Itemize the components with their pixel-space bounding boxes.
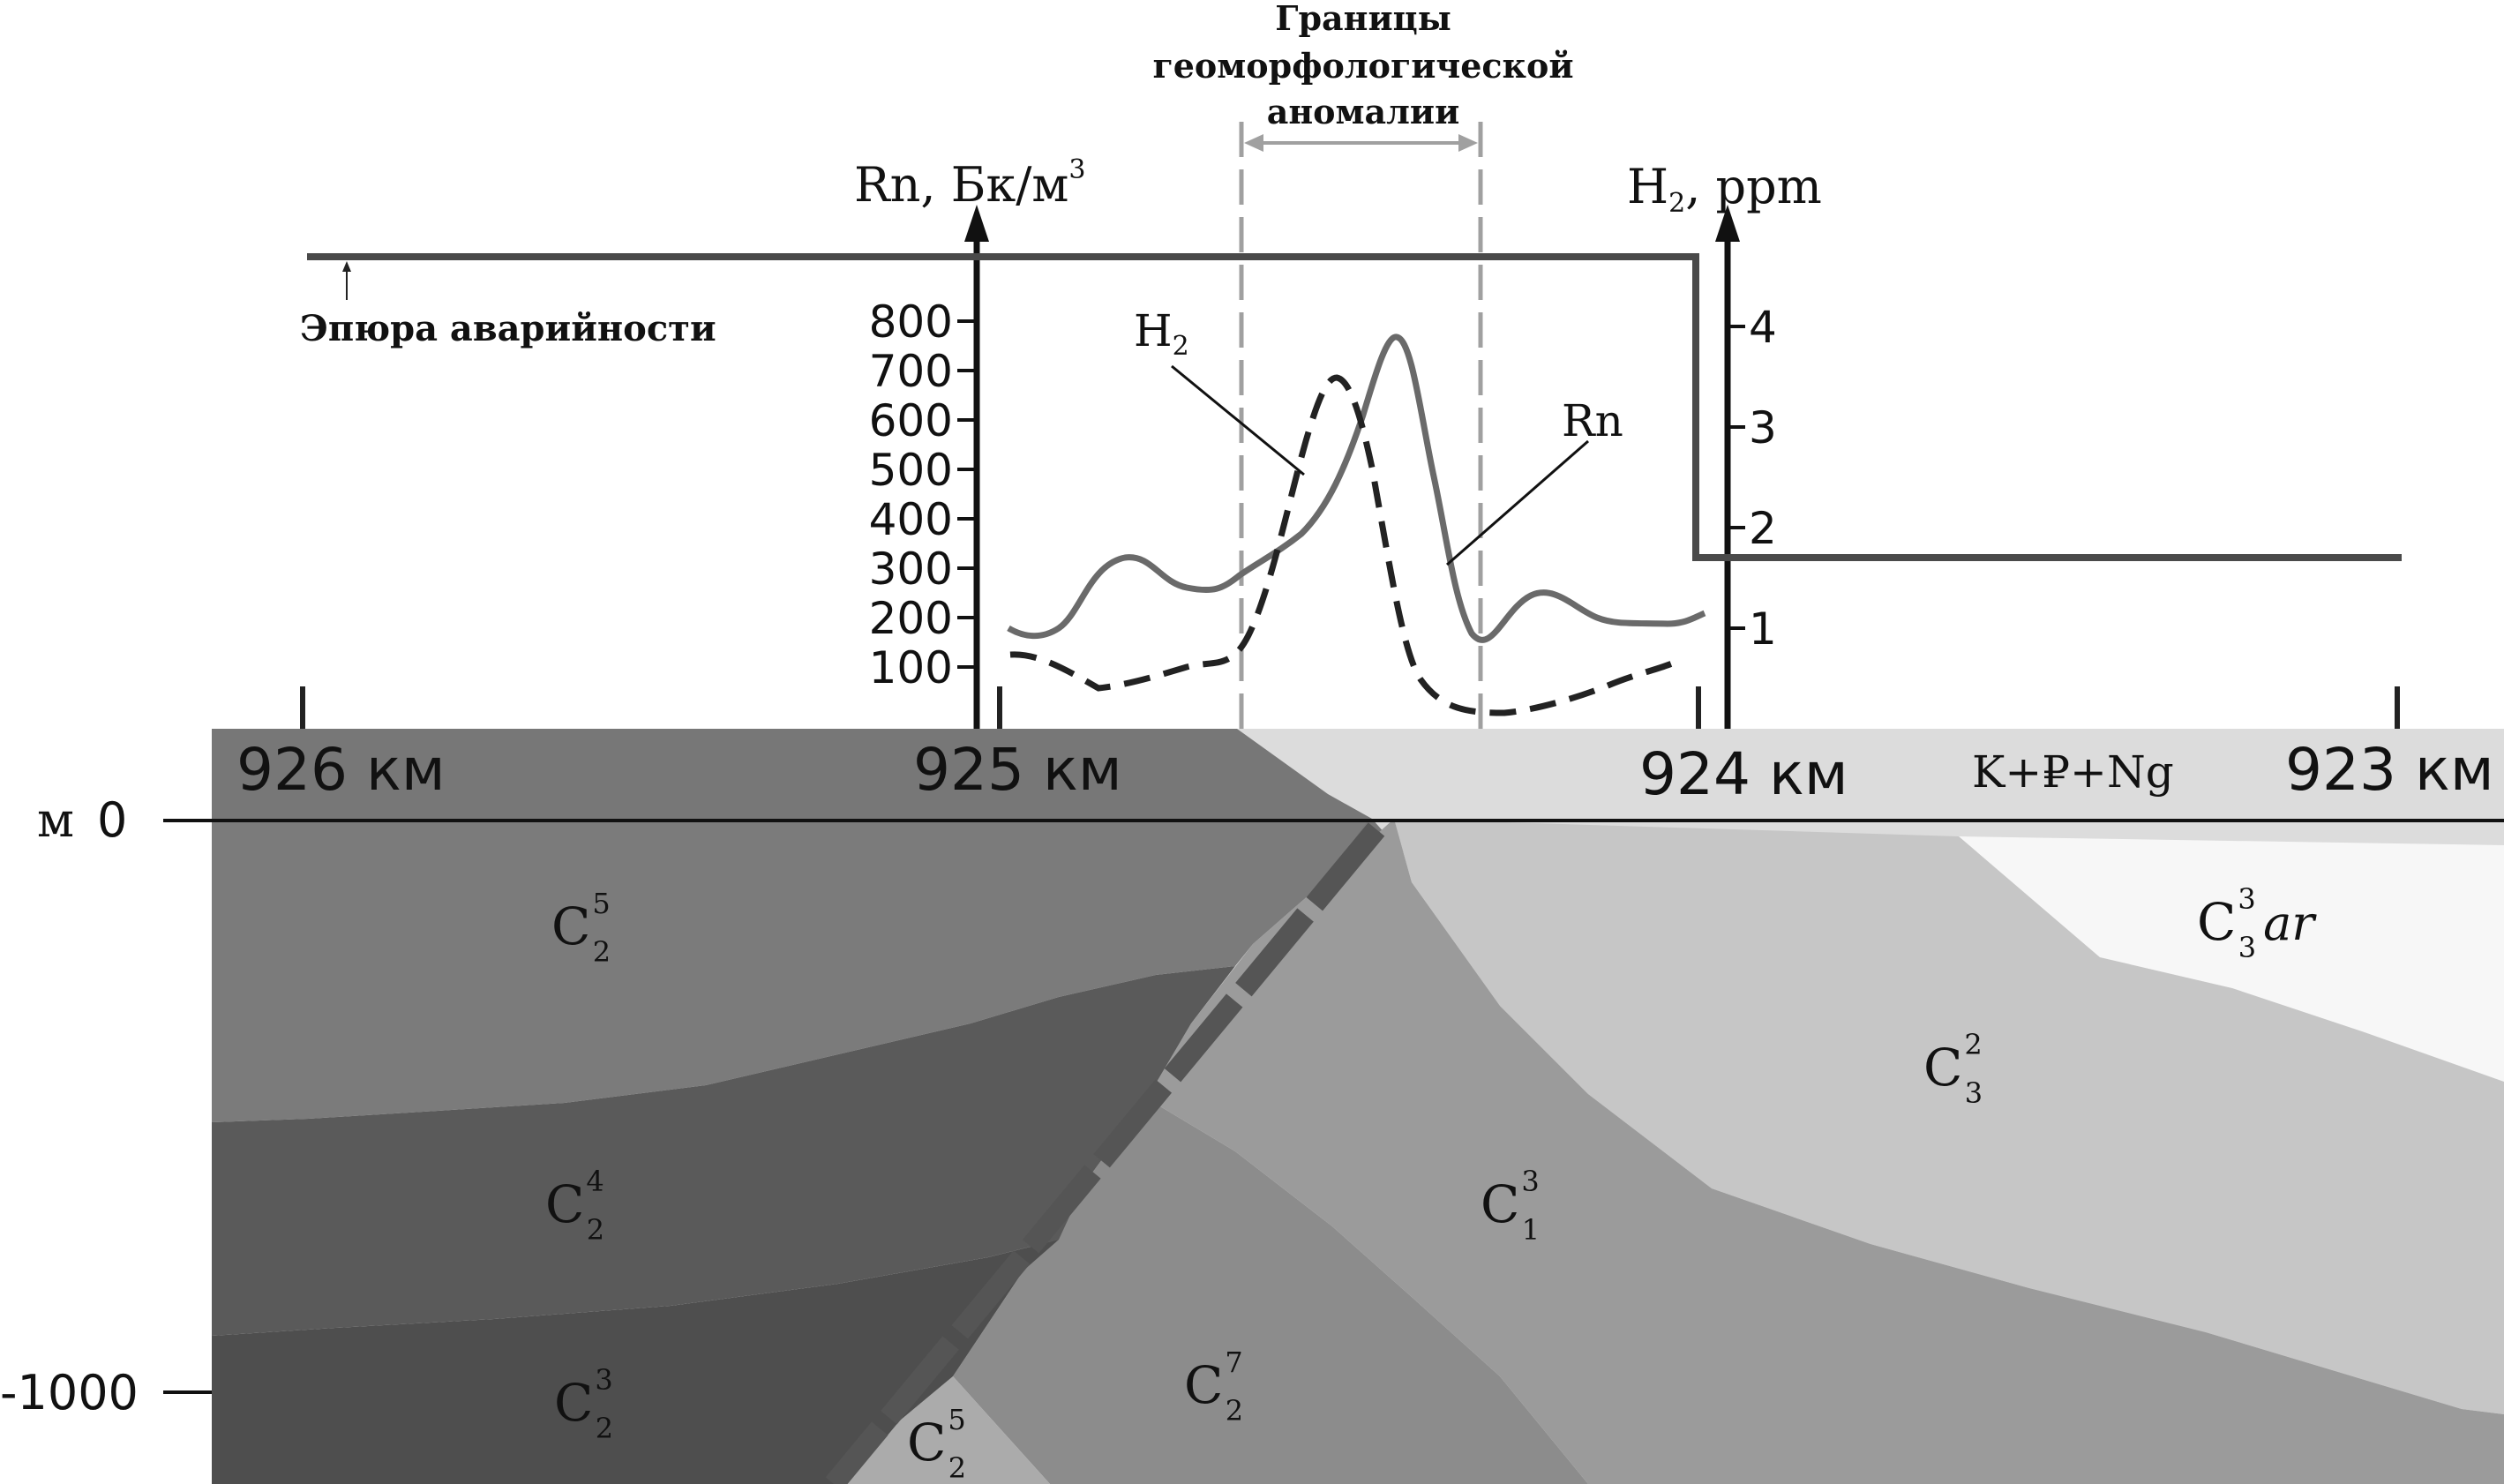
layer-c23: [212, 1240, 1059, 1484]
km-label-923: 923 км: [2285, 736, 2494, 804]
formation-labels: C5 2 C4 2 C3 2 C5 2 C7 2 C3 1 C2 3 C3 3 ar: [545, 882, 2317, 1484]
layer-c25-upper: [212, 821, 1368, 1122]
h2-axis-arrow: [1715, 205, 1740, 242]
anomaly-arrowhead-right: [1458, 134, 1478, 152]
anomaly-title-line2: геоморфологической: [1152, 46, 1573, 86]
km-label-925: 925 км: [913, 736, 1122, 804]
h2-axis-ticks: [1728, 325, 1745, 630]
accident-pointer-arrow: [342, 261, 351, 272]
rn-tick-500: 500: [869, 445, 953, 496]
formation-label-c32: C2 3: [1923, 1028, 1983, 1110]
h2-curve-label: H2: [1134, 305, 1189, 362]
rn-tick-200: 200: [869, 593, 953, 644]
rn-axis-label: Rn, Бк/м3: [854, 154, 1086, 213]
accident-rate-line: [307, 253, 2402, 561]
layer-c32: [1394, 819, 2504, 1414]
depth-unit-label: м: [37, 792, 74, 848]
formation-label-c33ar: C3 3 ar: [2197, 882, 2317, 964]
h2-axis-label: H2, ppm: [1627, 159, 1822, 219]
rn-label-pointer: [1446, 439, 1589, 566]
rn-tick-labels: 800 700 600 500 400 300 200 100: [869, 296, 953, 693]
layer-c27: [953, 1098, 1588, 1484]
km-label-924: 924 км: [1639, 740, 1848, 808]
h2-curve: [1009, 374, 1674, 716]
h2-tick-1: 1: [1749, 603, 1777, 655]
formation-label-c23: C3 2: [554, 1363, 613, 1445]
rn-tick-700: 700: [869, 346, 953, 397]
h2-label-pointer: [1171, 364, 1305, 476]
rn-curve: [1007, 334, 1706, 643]
geologic-section: [212, 729, 2504, 1484]
h2-tick-3: 3: [1749, 402, 1777, 453]
fault-line: [825, 822, 1385, 1484]
depth-minus1000-label: -1000: [0, 1365, 139, 1420]
anomaly-title-line3: аномалии: [1267, 92, 1460, 131]
layer-c13: [1147, 819, 2504, 1484]
h2-tick-4: 4: [1749, 302, 1777, 353]
anomaly-arrowhead-left: [1244, 134, 1263, 152]
layer-c33ar: [1959, 836, 2504, 1082]
formation-label-c25-upper: C5 2: [551, 887, 611, 969]
cover-label: K+₽+Ng: [1972, 746, 2174, 798]
h2-tick-2: 2: [1749, 503, 1777, 554]
km-label-926: 926 км: [236, 736, 446, 804]
axes: [163, 205, 2504, 1394]
rn-curve-label: Rn: [1562, 395, 1623, 446]
h2-tick-labels: 4 3 2 1: [1749, 302, 1777, 655]
rn-tick-400: 400: [869, 494, 953, 545]
layer-c25-lower: [847, 1376, 1050, 1484]
rn-tick-100: 100: [869, 642, 953, 693]
depth-zero-label: 0: [97, 792, 127, 848]
formation-label-c24: C4 2: [545, 1165, 604, 1247]
formation-label-c13: C3 1: [1481, 1165, 1540, 1247]
anomaly-title-line1: Границы: [1275, 0, 1451, 38]
formation-label-c27: C7 2: [1184, 1345, 1243, 1428]
formation-label-c25-lower: C5 2: [907, 1403, 966, 1484]
rn-tick-800: 800: [869, 296, 953, 348]
rn-tick-600: 600: [869, 395, 953, 446]
accident-label: Эпюра аварийности: [300, 308, 716, 349]
rn-axis-arrow: [964, 205, 989, 242]
layer-c24: [212, 966, 1235, 1336]
rn-tick-300: 300: [869, 543, 953, 595]
rn-axis-ticks: [957, 319, 977, 669]
